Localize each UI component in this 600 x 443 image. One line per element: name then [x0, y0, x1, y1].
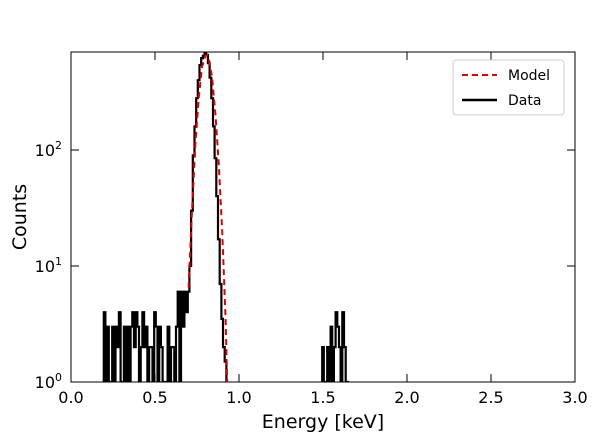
y-tick-exponent: 1	[55, 255, 62, 268]
y-tick-label: 101	[35, 255, 62, 276]
x-tick-label: 1.5	[310, 388, 335, 407]
series-layer	[102, 52, 349, 382]
legend: Model Data	[452, 59, 565, 116]
x-tick-label: 2.5	[478, 388, 503, 407]
x-tick-label: 0.5	[142, 388, 167, 407]
series-data-line	[102, 52, 349, 382]
x-tick-label: 0.0	[58, 388, 83, 407]
x-axis-label: Energy [keV]	[262, 411, 384, 433]
legend-data-label: Data	[508, 93, 541, 109]
y-tick-label: 100	[35, 371, 62, 392]
y-tick-label: 102	[35, 139, 62, 160]
y-tick-exponent: 2	[55, 139, 62, 152]
y-tick-base: 10	[35, 373, 55, 392]
legend-model-label: Model	[508, 68, 550, 84]
y-tick-base: 10	[35, 141, 55, 160]
x-tick-label: 1.0	[226, 388, 251, 407]
series-model-line	[187, 53, 229, 382]
y-axis-label: Counts	[9, 184, 31, 250]
y-tick-exponent: 0	[55, 371, 62, 384]
y-tick-base: 10	[35, 257, 55, 276]
x-tick-label: 2.0	[394, 388, 419, 407]
x-tick-label: 3.0	[562, 388, 587, 407]
